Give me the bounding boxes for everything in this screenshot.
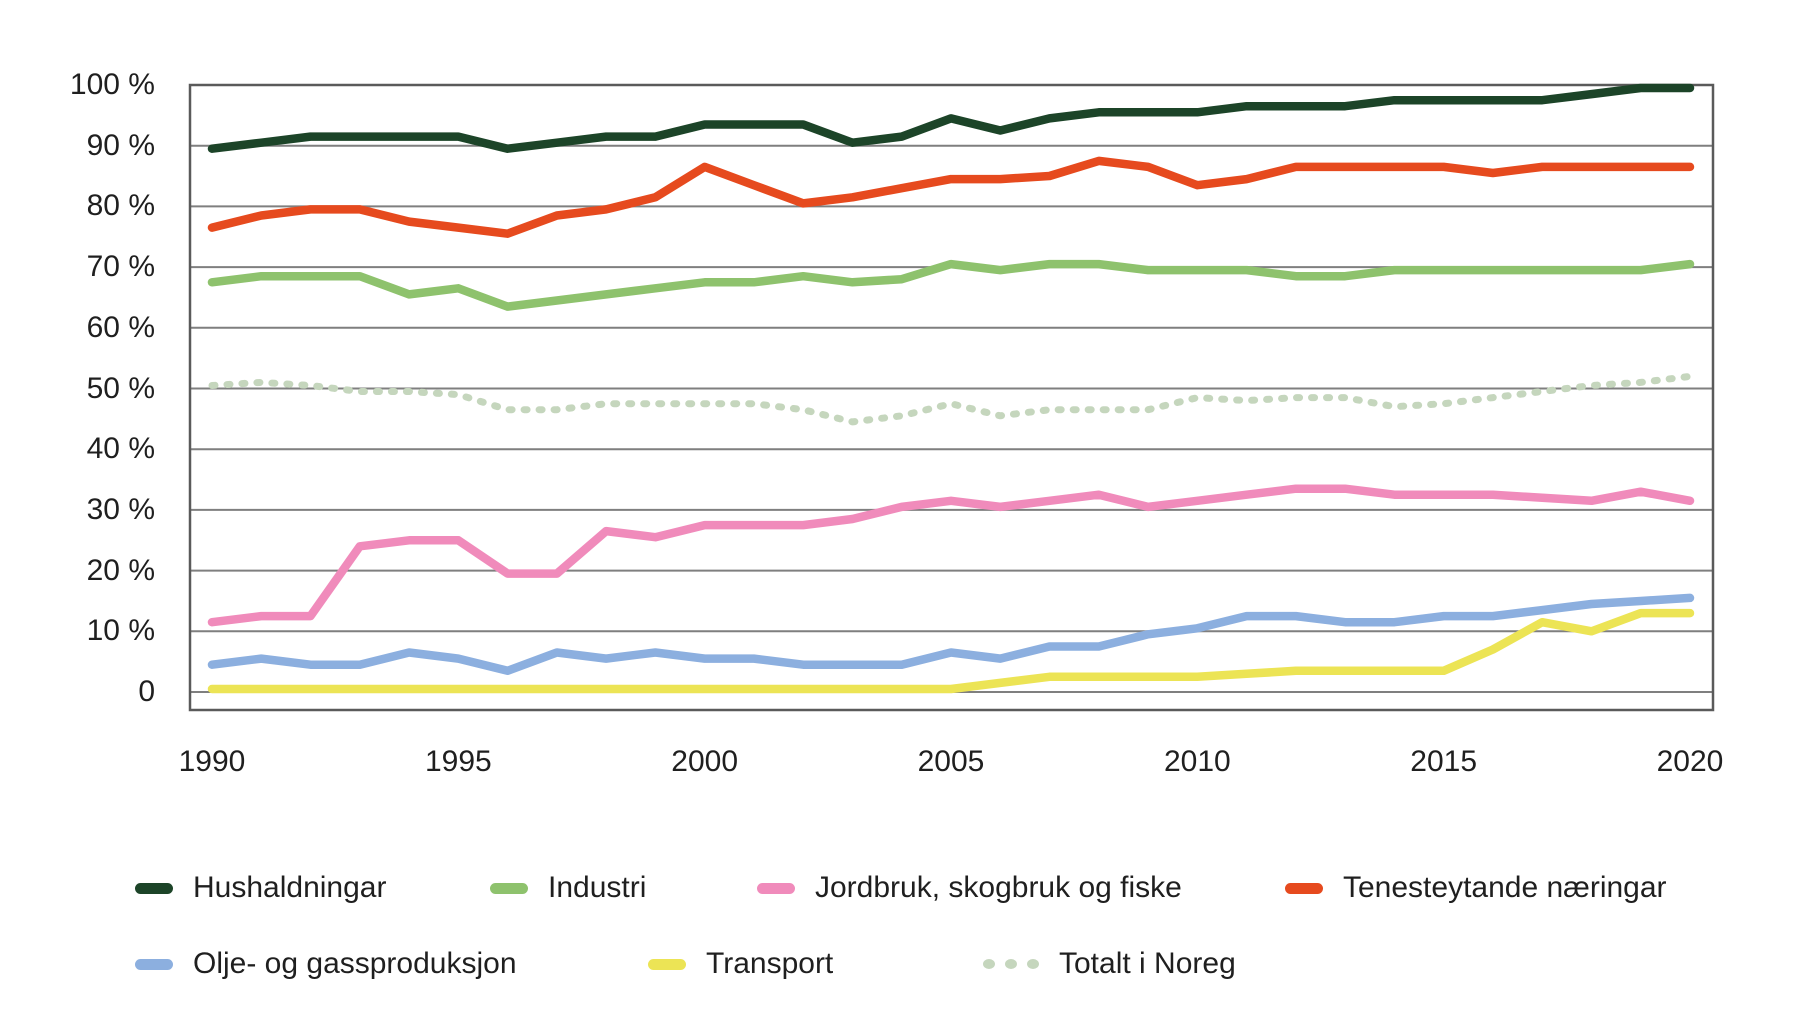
legend-item-tenesteytande: Tenesteytande næringar (1285, 871, 1667, 905)
legend-swatch-transport (648, 958, 686, 970)
y-tick-label: 0 (138, 675, 155, 708)
series-line-1 (207, 259, 1695, 311)
legend-item-industri: Industri (490, 871, 646, 905)
legend-swatch-totalt-noreg (983, 959, 1039, 970)
y-tick-label: 10 % (86, 614, 155, 648)
y-tick-label: 100 % (69, 68, 155, 101)
y-tick-label: 20 % (86, 553, 155, 587)
legend-item-jordbruk: Jordbruk, skogbruk og fiske (757, 871, 1182, 905)
series-line-3 (207, 156, 1695, 238)
y-tick-label: 50 % (86, 371, 155, 405)
legend-swatch-industri (490, 882, 528, 894)
series-line-4 (207, 593, 1695, 676)
x-tick-label: 2020 (1656, 745, 1724, 778)
plot-frame (188, 83, 1715, 712)
legend-label-industri: Industri (548, 871, 647, 904)
x-tick-label: 1995 (424, 745, 492, 778)
legend-item-totalt-noreg: Totalt i Noreg (983, 947, 1236, 981)
y-tick-label: 80 % (86, 189, 155, 223)
y-tick-label: 70 % (86, 250, 155, 284)
legend-swatch-jordbruk (757, 882, 795, 894)
legend-label-olje-gass: Olje- og gassproduksjon (193, 947, 517, 980)
x-tick-label: 2015 (1410, 745, 1478, 778)
legend-swatch-tenesteytande (1285, 882, 1323, 894)
legend-item-olje-gass: Olje- og gassproduksjon (135, 947, 517, 981)
series-line-0 (207, 83, 1695, 153)
legend-label-tenesteytande: Tenesteytande næringar (1343, 871, 1667, 904)
series-line-6 (208, 372, 1694, 426)
y-tick-label: 90 % (86, 128, 155, 162)
y-tick-label: 60 % (86, 310, 155, 344)
legend-item-hushaldningar: Hushaldningar (135, 871, 386, 905)
legend-swatch-hushaldningar (135, 882, 173, 894)
y-tick-label: 30 % (86, 492, 155, 526)
legend-label-hushaldningar: Hushaldningar (193, 871, 387, 904)
x-tick-label: 2000 (671, 745, 739, 778)
legend-label-jordbruk: Jordbruk, skogbruk og fiske (815, 871, 1182, 904)
legend-label-totalt-noreg: Totalt i Noreg (1059, 947, 1236, 980)
y-tick-label: 40 % (86, 432, 155, 466)
legend-swatch-olje-gass (135, 958, 173, 970)
legend-item-transport: Transport (648, 947, 833, 981)
series-line-5 (207, 608, 1695, 694)
x-tick-label: 1990 (178, 745, 246, 778)
x-tick-label: 2010 (1163, 745, 1231, 778)
legend-label-transport: Transport (706, 947, 834, 980)
series-line-2 (207, 484, 1695, 627)
x-tick-label: 2005 (917, 745, 985, 778)
